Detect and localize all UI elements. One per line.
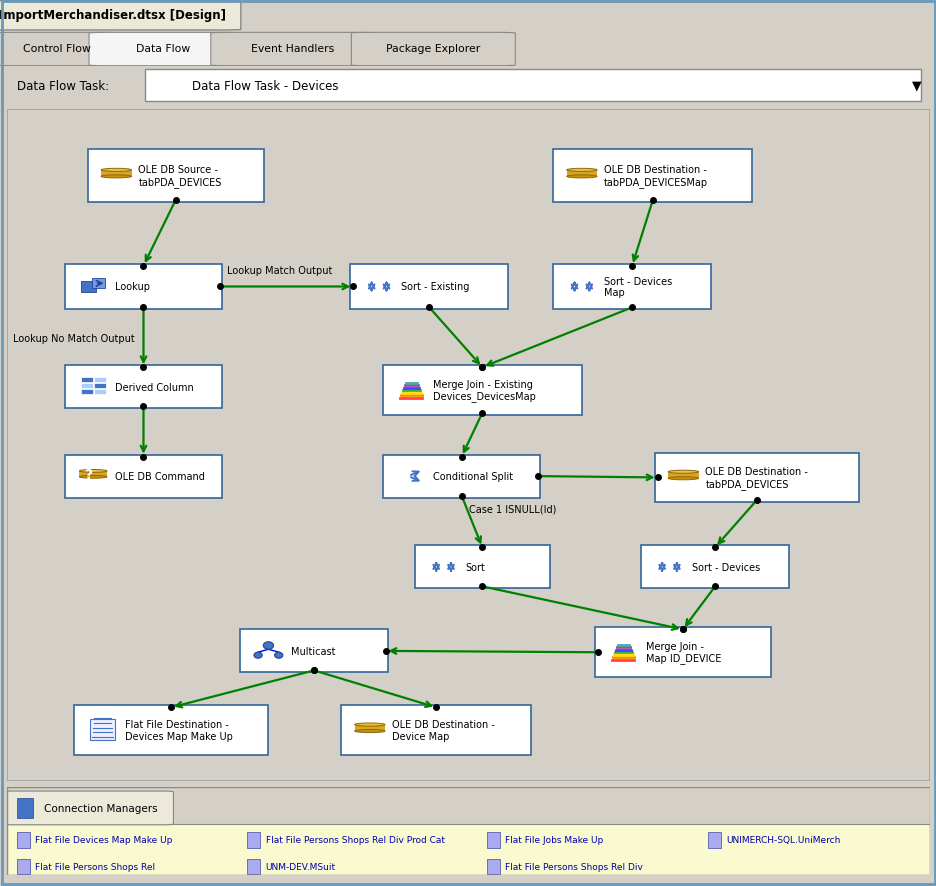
Circle shape <box>254 652 262 658</box>
Text: UNM-DEV.MSuit: UNM-DEV.MSuit <box>266 862 335 871</box>
Text: Data Flow Task - Devices: Data Flow Task - Devices <box>192 80 338 92</box>
FancyBboxPatch shape <box>65 264 222 310</box>
Text: Data Flow Task:: Data Flow Task: <box>17 80 109 92</box>
Text: Conditional Split: Conditional Split <box>433 471 513 482</box>
Text: ImportMerchandiser.dtsx [Design]: ImportMerchandiser.dtsx [Design] <box>0 9 226 22</box>
Text: OLE DB Destination -
tabPDA_DEVICESMap: OLE DB Destination - tabPDA_DEVICESMap <box>604 165 708 188</box>
Text: OLE DB Command: OLE DB Command <box>115 471 205 482</box>
Ellipse shape <box>667 470 698 474</box>
FancyBboxPatch shape <box>0 2 241 31</box>
FancyBboxPatch shape <box>382 455 540 498</box>
Text: Merge Join - Existing
Devices_DevicesMap: Merge Join - Existing Devices_DevicesMap <box>433 379 535 402</box>
Text: Sort - Existing: Sort - Existing <box>401 282 469 292</box>
Bar <box>90 719 115 740</box>
Bar <box>17 859 30 874</box>
FancyBboxPatch shape <box>65 455 222 498</box>
Text: Lookup No Match Output: Lookup No Match Output <box>13 333 135 343</box>
Text: Sort - Devices
Map: Sort - Devices Map <box>604 276 671 298</box>
Text: Sort: Sort <box>465 563 485 572</box>
Text: Multicast: Multicast <box>290 646 335 657</box>
FancyBboxPatch shape <box>88 150 264 203</box>
Text: Connection Managers: Connection Managers <box>44 804 158 813</box>
Bar <box>708 832 721 848</box>
Text: OLE DB Destination -
Device Map: OLE DB Destination - Device Map <box>391 719 494 742</box>
Bar <box>80 471 107 478</box>
FancyBboxPatch shape <box>350 264 507 310</box>
Bar <box>94 377 106 383</box>
FancyBboxPatch shape <box>65 366 222 408</box>
Ellipse shape <box>80 476 107 478</box>
FancyBboxPatch shape <box>7 824 929 875</box>
FancyBboxPatch shape <box>640 546 788 588</box>
Bar <box>487 859 499 874</box>
Ellipse shape <box>101 175 131 179</box>
Text: OLE DB Source -
tabPDA_DEVICES: OLE DB Source - tabPDA_DEVICES <box>139 165 222 188</box>
FancyBboxPatch shape <box>74 705 268 755</box>
Bar <box>487 832 499 848</box>
Bar <box>81 377 94 383</box>
FancyBboxPatch shape <box>341 705 531 755</box>
FancyBboxPatch shape <box>553 264 710 310</box>
Text: Flat File Destination -
Devices Map Make Up: Flat File Destination - Devices Map Make… <box>124 719 232 742</box>
Bar <box>94 384 106 389</box>
Ellipse shape <box>354 730 385 733</box>
Text: Lookup: Lookup <box>115 282 150 292</box>
Bar <box>247 832 260 848</box>
Text: UNIMERCH-SQL.UniMerch: UNIMERCH-SQL.UniMerch <box>726 835 841 844</box>
Text: Flat File Jobs Make Up: Flat File Jobs Make Up <box>505 835 603 844</box>
Text: Flat File Persons Shops Rel Div: Flat File Persons Shops Rel Div <box>505 862 643 871</box>
Text: ▼: ▼ <box>911 80 920 92</box>
Text: ?: ? <box>84 468 93 481</box>
Text: Control Flow: Control Flow <box>23 44 91 54</box>
Bar <box>81 384 94 389</box>
FancyBboxPatch shape <box>0 34 119 66</box>
Text: Sort - Devices: Sort - Devices <box>691 563 759 572</box>
Ellipse shape <box>80 470 107 473</box>
FancyBboxPatch shape <box>145 70 920 102</box>
Text: Case 1 ISNULL(Id): Case 1 ISNULL(Id) <box>468 503 555 514</box>
Bar <box>17 798 34 818</box>
FancyBboxPatch shape <box>594 627 770 678</box>
Text: Package Explorer: Package Explorer <box>386 44 480 54</box>
Text: Data Flow: Data Flow <box>136 44 190 54</box>
FancyBboxPatch shape <box>553 150 752 203</box>
Ellipse shape <box>354 723 385 727</box>
Text: OLE DB Destination -
tabPDA_DEVICES: OLE DB Destination - tabPDA_DEVICES <box>705 467 808 489</box>
Bar <box>81 282 96 292</box>
Bar <box>566 171 596 177</box>
Text: Derived Column: Derived Column <box>115 382 194 392</box>
Text: Lookup Match Output: Lookup Match Output <box>227 266 332 276</box>
Circle shape <box>274 652 283 658</box>
Ellipse shape <box>566 169 596 172</box>
Bar <box>94 390 106 395</box>
FancyBboxPatch shape <box>654 453 857 502</box>
Text: Merge Join -
Map ID_DEVICE: Merge Join - Map ID_DEVICE <box>645 641 720 664</box>
Bar <box>354 725 385 731</box>
Bar <box>101 171 131 177</box>
FancyBboxPatch shape <box>89 34 237 66</box>
FancyBboxPatch shape <box>211 34 374 66</box>
FancyBboxPatch shape <box>382 366 581 416</box>
Bar <box>92 278 105 288</box>
Text: Flat File Persons Shops Rel: Flat File Persons Shops Rel <box>36 862 155 871</box>
Bar <box>81 390 94 395</box>
Text: Flat File Persons Shops Rel Div Prod Cat: Flat File Persons Shops Rel Div Prod Cat <box>266 835 445 844</box>
FancyBboxPatch shape <box>3 791 173 825</box>
Bar <box>247 859 260 874</box>
FancyBboxPatch shape <box>240 630 388 672</box>
Ellipse shape <box>566 175 596 179</box>
Text: Event Handlers: Event Handlers <box>251 44 334 54</box>
FancyBboxPatch shape <box>351 34 515 66</box>
Bar <box>17 832 30 848</box>
Bar <box>667 472 698 478</box>
Circle shape <box>263 642 273 649</box>
Text: Flat File Devices Map Make Up: Flat File Devices Map Make Up <box>36 835 172 844</box>
FancyBboxPatch shape <box>415 546 549 588</box>
Ellipse shape <box>101 169 131 172</box>
Ellipse shape <box>667 478 698 480</box>
